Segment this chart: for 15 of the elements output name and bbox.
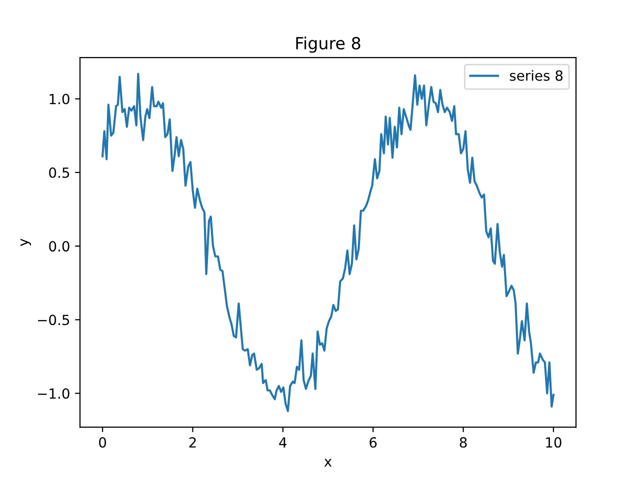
- y-axis-title: y: [20, 238, 31, 246]
- x-tick-label: 10: [546, 437, 562, 448]
- y-tick-label: 0.5: [49, 167, 70, 178]
- legend-label: series 8: [510, 70, 563, 81]
- x-tick-label: 8: [460, 437, 467, 448]
- x-axis-title: x: [324, 458, 332, 466]
- x-tick-label: 2: [189, 437, 196, 448]
- x-tick-label: 4: [279, 437, 287, 448]
- y-tick-label: 1.0: [50, 94, 70, 104]
- y-tick-label: −1.0: [38, 388, 70, 399]
- chart-title: Figure 8: [296, 36, 360, 53]
- y-tick-label: −0.5: [38, 314, 70, 326]
- x-tick-label: 6: [370, 437, 377, 448]
- y-tick-label: 0.0: [49, 241, 70, 252]
- x-tick-label: 0: [99, 437, 106, 448]
